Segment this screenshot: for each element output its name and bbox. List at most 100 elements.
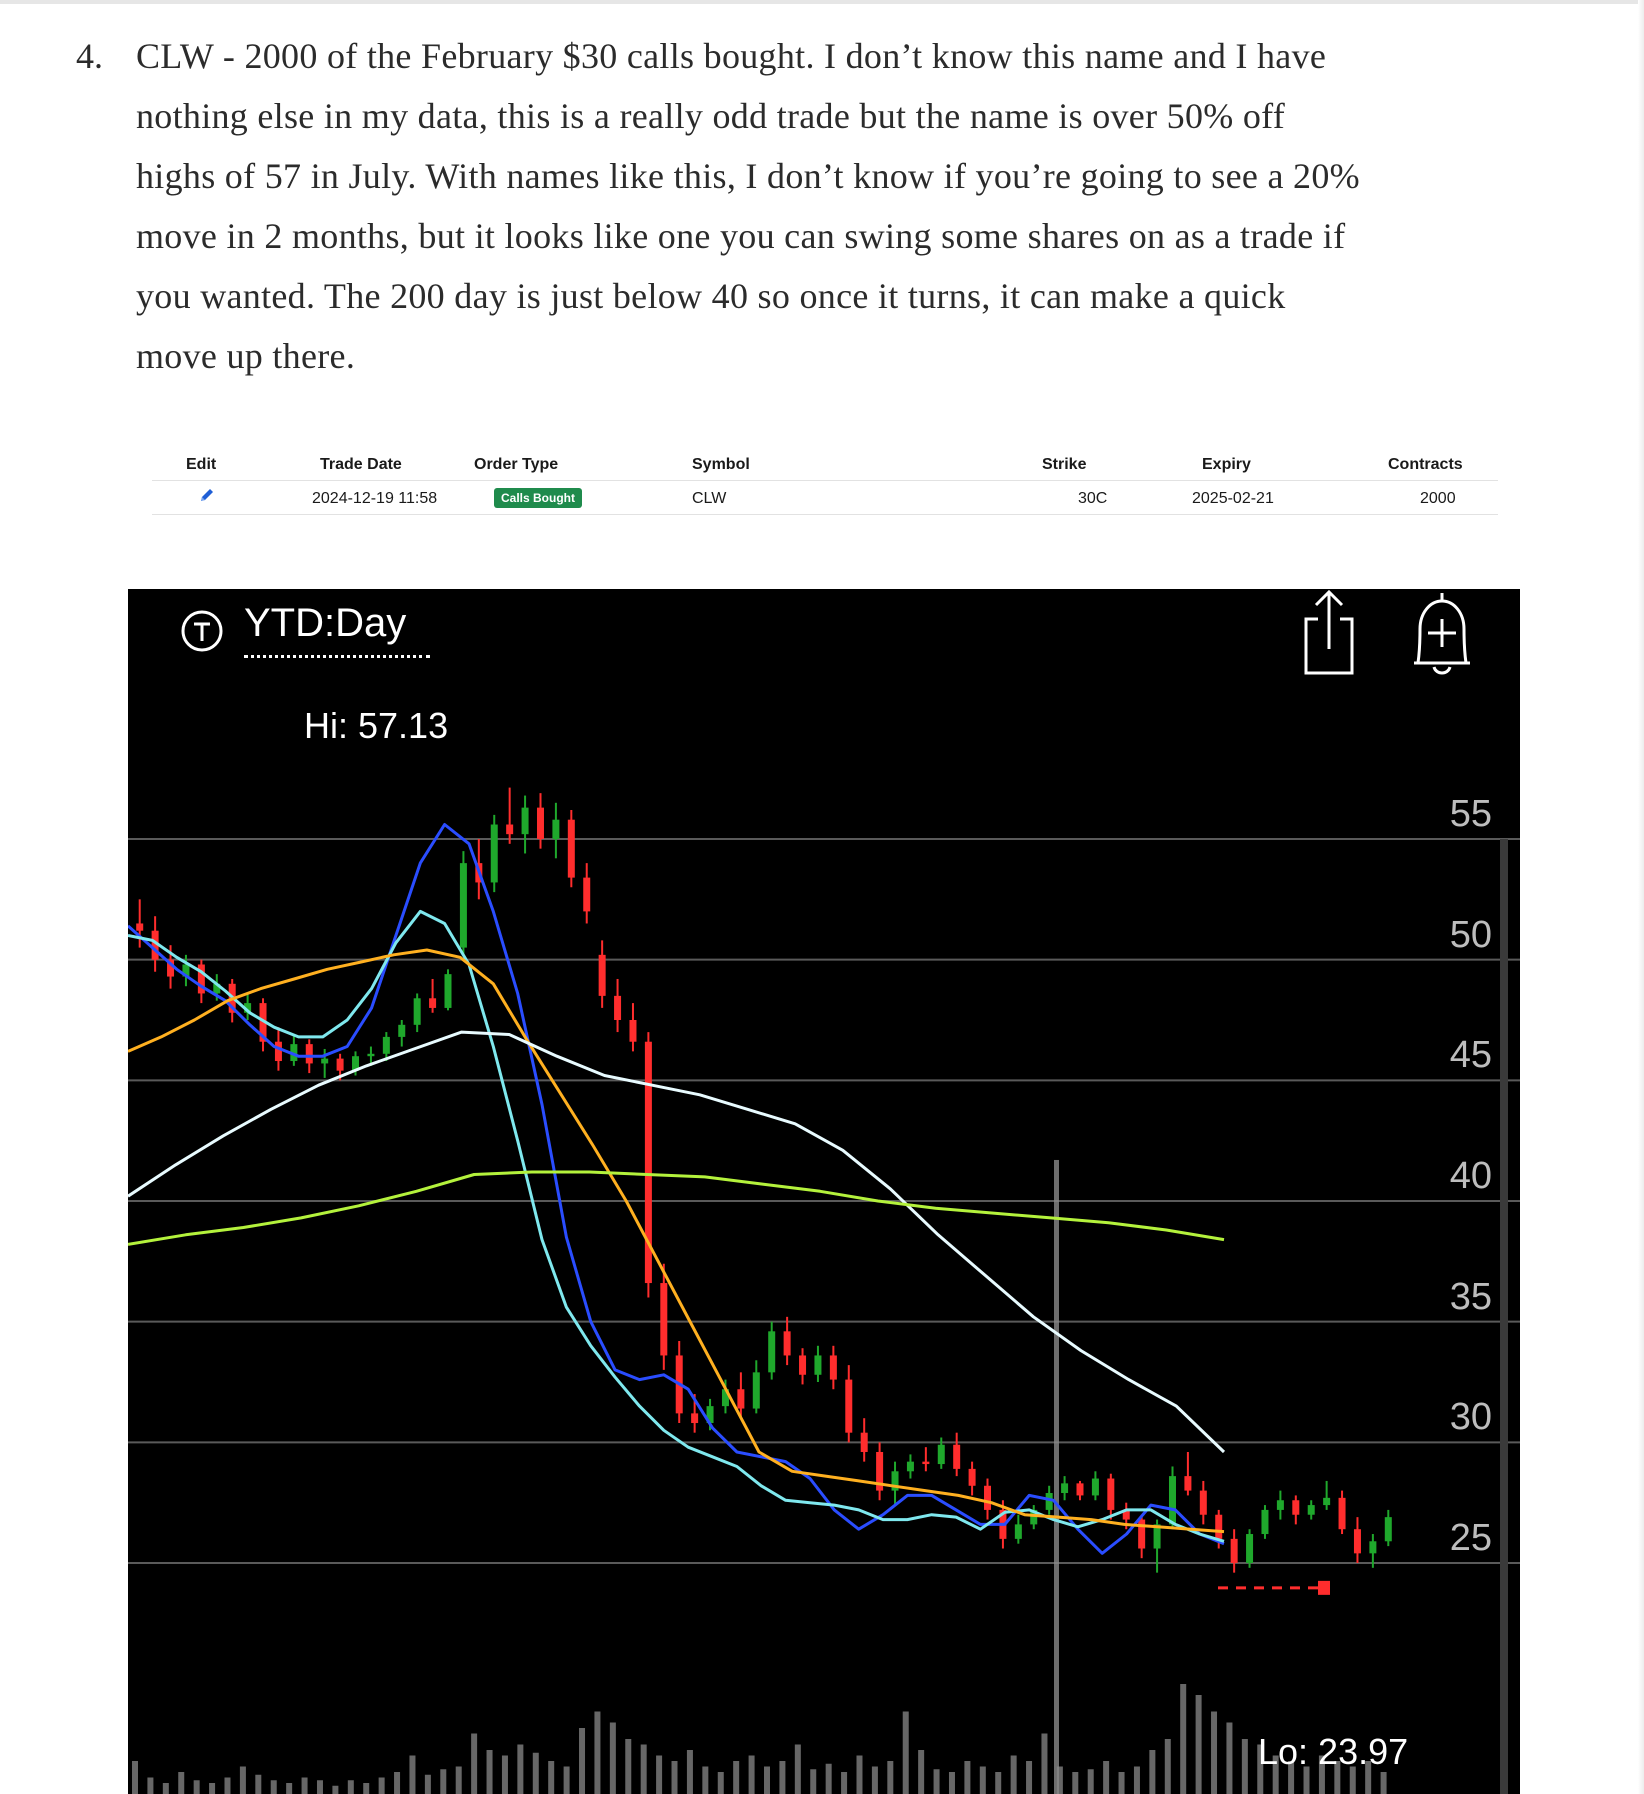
pencil-icon[interactable] bbox=[198, 486, 216, 504]
volume-bar bbox=[1365, 1761, 1372, 1794]
candle-body bbox=[1153, 1524, 1161, 1549]
volume-bar bbox=[347, 1780, 354, 1794]
volume-bar bbox=[1211, 1711, 1218, 1794]
volume-bar bbox=[378, 1777, 385, 1794]
volume-bar bbox=[255, 1774, 262, 1794]
t-circle-icon[interactable] bbox=[180, 609, 224, 653]
volume-bar bbox=[1334, 1761, 1341, 1794]
volume-bar bbox=[841, 1772, 848, 1794]
candle-body bbox=[1168, 1476, 1176, 1525]
candle-body bbox=[984, 1485, 992, 1510]
volume-bar bbox=[733, 1761, 740, 1794]
candle-body bbox=[1199, 1490, 1207, 1515]
candle-body bbox=[1076, 1483, 1084, 1496]
candle-body bbox=[1276, 1500, 1284, 1510]
candle-body bbox=[1061, 1483, 1069, 1494]
volume-bar bbox=[486, 1750, 493, 1794]
cell-expiry: 2025-02-21 bbox=[1192, 490, 1274, 507]
volume-bar bbox=[1226, 1722, 1233, 1794]
candle-body bbox=[1384, 1517, 1392, 1542]
volume-bar bbox=[625, 1739, 632, 1794]
header-trade-date: Trade Date bbox=[320, 456, 402, 473]
volume-bar bbox=[1288, 1761, 1295, 1794]
candle-body bbox=[305, 1044, 313, 1064]
paragraph-line: CLW - 2000 of the February $30 calls bou… bbox=[136, 36, 1327, 76]
cell-strike: 30C bbox=[1078, 490, 1108, 507]
volume-bar bbox=[1026, 1761, 1033, 1794]
candle-body bbox=[737, 1389, 745, 1409]
volume-bar bbox=[1087, 1769, 1094, 1794]
volume-bar bbox=[239, 1766, 246, 1794]
volume-bar bbox=[748, 1755, 755, 1794]
volume-bar bbox=[301, 1777, 308, 1794]
candle-body bbox=[136, 923, 144, 931]
candle-body bbox=[768, 1331, 776, 1373]
volume-bar bbox=[686, 1750, 693, 1794]
candle-body bbox=[1307, 1505, 1315, 1515]
candle-body bbox=[1138, 1519, 1146, 1549]
volume-bar bbox=[902, 1711, 909, 1794]
candle-body bbox=[1369, 1541, 1377, 1554]
volume-bar bbox=[856, 1755, 863, 1794]
volume-bar bbox=[1257, 1744, 1264, 1794]
volume-bar bbox=[471, 1733, 478, 1794]
volume-bar bbox=[316, 1780, 323, 1794]
chart-canvas bbox=[128, 787, 1520, 1794]
add-alert-icon[interactable] bbox=[1406, 589, 1478, 677]
candle-body bbox=[845, 1379, 853, 1433]
stock-chart: YTD:Day Hi: 57.13 Lo: 23.97 55 50 45 40 35 30… bbox=[128, 589, 1520, 1794]
volume-bar bbox=[1318, 1755, 1325, 1794]
candle-body bbox=[506, 824, 514, 835]
candle-body bbox=[706, 1406, 714, 1424]
y-tick-label: 50 bbox=[1449, 913, 1492, 956]
volume-bar bbox=[532, 1752, 539, 1794]
volume-bar bbox=[1164, 1739, 1171, 1794]
volume-bar bbox=[1380, 1772, 1387, 1794]
volume-bar bbox=[517, 1744, 524, 1794]
candle-body bbox=[1292, 1500, 1300, 1515]
volume-bar bbox=[918, 1750, 925, 1794]
volume-bar bbox=[594, 1711, 601, 1794]
candle-body bbox=[937, 1444, 945, 1465]
period-selector[interactable]: YTD:Day bbox=[244, 601, 407, 645]
moving-average-line bbox=[128, 1170, 1225, 1246]
candle-body bbox=[1338, 1497, 1346, 1530]
volume-bar bbox=[1180, 1684, 1187, 1794]
candle-body bbox=[876, 1451, 884, 1491]
last-price-marker bbox=[1318, 1580, 1330, 1595]
list-number: 4. bbox=[76, 36, 103, 76]
volume-bar bbox=[270, 1780, 277, 1794]
moving-average-line bbox=[128, 948, 1225, 1534]
row-divider bbox=[152, 514, 1498, 515]
paragraph-line: highs of 57 in July. With names like thi… bbox=[136, 156, 1360, 196]
volume-bar bbox=[193, 1780, 200, 1794]
volume-bar bbox=[501, 1755, 508, 1794]
candle-body bbox=[197, 964, 205, 994]
candle-body bbox=[367, 1053, 375, 1057]
candle-body bbox=[352, 1056, 360, 1071]
share-icon[interactable] bbox=[1296, 589, 1362, 677]
header-contracts: Contracts bbox=[1388, 456, 1463, 473]
candle-body bbox=[244, 1003, 252, 1013]
candle-body bbox=[1215, 1514, 1223, 1539]
candle-body bbox=[290, 1044, 298, 1062]
moving-average-line bbox=[128, 1030, 1226, 1454]
candle-body bbox=[1091, 1478, 1099, 1496]
candle-body bbox=[259, 1003, 267, 1042]
candle-body bbox=[336, 1058, 344, 1071]
candle-body bbox=[382, 1036, 390, 1054]
candle-body bbox=[721, 1389, 729, 1407]
candle-body bbox=[968, 1468, 976, 1486]
volume-bar bbox=[995, 1772, 1002, 1794]
volume-bar bbox=[579, 1728, 586, 1794]
header-edit: Edit bbox=[186, 456, 217, 473]
header-divider bbox=[152, 480, 1498, 481]
volume-bar bbox=[764, 1766, 770, 1794]
candle-body bbox=[182, 964, 190, 977]
candle-body bbox=[644, 1041, 652, 1284]
y-tick-label: 40 bbox=[1449, 1155, 1492, 1197]
candle-body bbox=[1184, 1476, 1192, 1491]
candle-body bbox=[459, 863, 467, 948]
volume-bar bbox=[1103, 1761, 1110, 1794]
candle-body bbox=[413, 998, 421, 1025]
